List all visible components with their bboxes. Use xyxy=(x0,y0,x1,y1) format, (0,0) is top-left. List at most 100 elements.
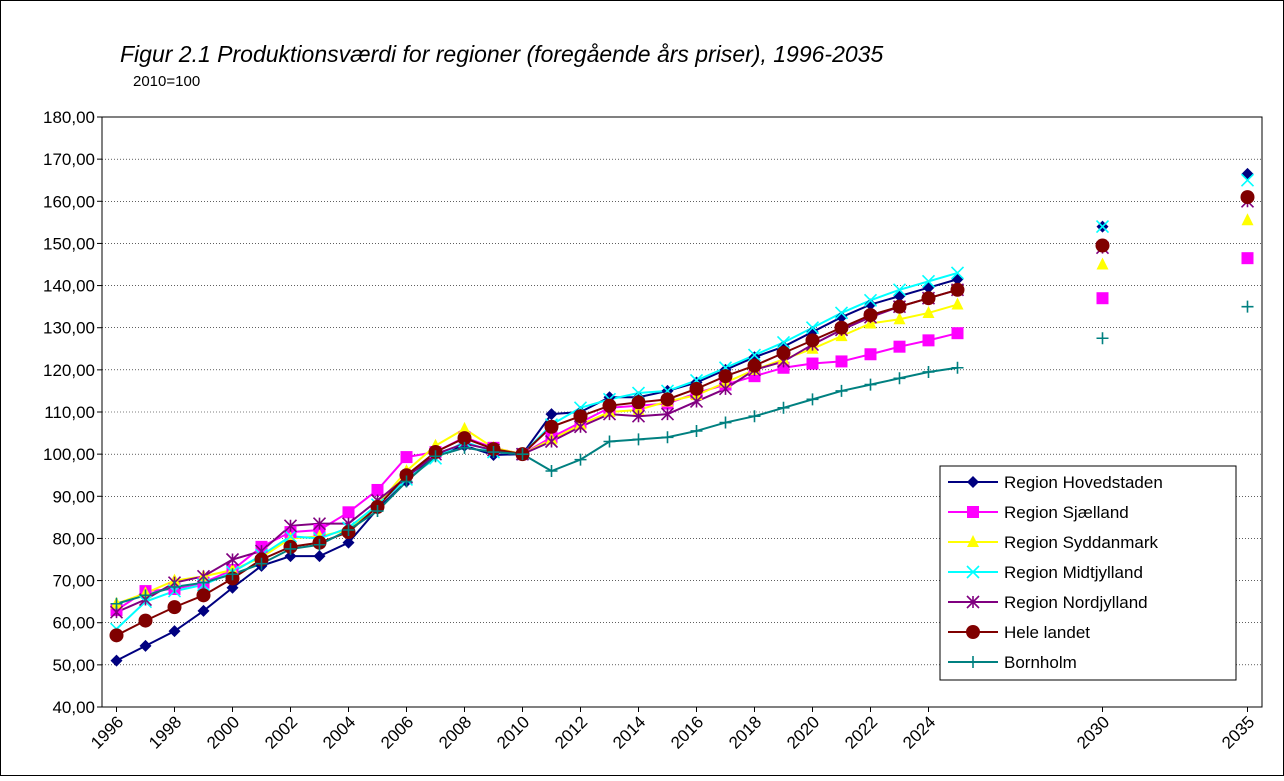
marker xyxy=(516,448,529,461)
marker xyxy=(631,395,646,410)
legend-label: Region Nordjylland xyxy=(1004,593,1148,612)
marker xyxy=(835,384,848,397)
marker xyxy=(966,595,980,609)
marker xyxy=(921,291,936,306)
marker xyxy=(429,450,442,463)
marker xyxy=(545,408,558,421)
marker xyxy=(109,628,124,643)
marker xyxy=(864,378,877,391)
y-tick-label: 50,00 xyxy=(52,656,95,675)
marker xyxy=(545,465,558,477)
marker xyxy=(1096,257,1109,270)
legend-label: Hele landet xyxy=(1004,623,1090,642)
marker xyxy=(689,394,704,409)
marker xyxy=(544,434,559,449)
marker xyxy=(966,625,980,639)
marker xyxy=(806,393,819,406)
y-tick-label: 80,00 xyxy=(52,529,95,548)
marker xyxy=(806,357,819,370)
marker xyxy=(951,297,964,310)
marker xyxy=(342,506,355,519)
y-tick-label: 60,00 xyxy=(52,614,95,633)
y-tick-label: 130,00 xyxy=(43,319,95,338)
marker xyxy=(313,538,326,551)
marker xyxy=(487,446,500,459)
y-tick-label: 180,00 xyxy=(43,108,95,127)
marker xyxy=(139,589,152,602)
marker xyxy=(950,282,965,297)
marker xyxy=(1241,300,1254,313)
marker xyxy=(748,410,761,423)
marker xyxy=(864,348,877,361)
legend-label: Bornholm xyxy=(1004,653,1077,672)
y-tick-label: 150,00 xyxy=(43,234,95,253)
marker xyxy=(110,597,123,610)
marker xyxy=(805,333,820,348)
marker xyxy=(921,274,936,288)
marker xyxy=(777,401,790,414)
chart-subtitle: 2010=100 xyxy=(133,73,200,90)
marker xyxy=(660,392,675,407)
marker xyxy=(689,381,704,396)
marker xyxy=(167,600,182,615)
marker xyxy=(544,419,559,434)
marker xyxy=(967,656,979,668)
marker xyxy=(747,348,762,362)
marker xyxy=(168,580,181,593)
y-tick-label: 160,00 xyxy=(43,192,95,211)
y-tick-label: 170,00 xyxy=(43,150,95,169)
marker xyxy=(197,576,210,589)
marker xyxy=(893,312,906,325)
marker xyxy=(864,298,877,311)
marker xyxy=(834,306,849,320)
marker xyxy=(458,441,471,454)
marker xyxy=(661,431,674,444)
marker xyxy=(226,568,239,581)
marker xyxy=(1241,213,1254,226)
marker xyxy=(632,433,645,446)
marker xyxy=(139,639,152,652)
marker xyxy=(283,519,298,533)
marker xyxy=(1240,173,1255,187)
marker xyxy=(284,542,297,555)
marker xyxy=(922,334,935,347)
marker xyxy=(1096,292,1109,305)
marker xyxy=(313,550,326,563)
marker xyxy=(951,327,964,340)
y-tick-label: 120,00 xyxy=(43,361,95,380)
marker xyxy=(1241,252,1254,265)
marker xyxy=(834,320,849,335)
marker xyxy=(283,529,298,543)
marker xyxy=(690,424,703,437)
marker xyxy=(719,416,732,429)
marker xyxy=(747,358,762,373)
marker xyxy=(863,293,878,307)
legend-label: Region Hovedstaden xyxy=(1004,473,1163,492)
marker xyxy=(805,321,820,335)
marker xyxy=(967,506,979,518)
marker xyxy=(967,535,979,547)
marker xyxy=(718,382,733,396)
marker xyxy=(400,451,413,464)
marker xyxy=(458,421,471,434)
marker xyxy=(966,565,980,579)
marker xyxy=(371,505,384,518)
marker xyxy=(602,398,617,413)
marker xyxy=(660,407,675,421)
marker xyxy=(457,431,472,446)
marker xyxy=(893,372,906,385)
marker xyxy=(603,435,616,448)
y-tick-label: 100,00 xyxy=(43,445,95,464)
marker xyxy=(951,361,964,374)
marker xyxy=(255,557,268,570)
marker xyxy=(835,311,848,324)
marker xyxy=(892,299,907,314)
marker xyxy=(776,335,791,350)
marker xyxy=(892,283,907,297)
marker xyxy=(835,355,848,368)
chart-title: Figur 2.1 Produktionsværdi for regioner … xyxy=(120,41,883,67)
marker xyxy=(168,625,181,638)
marker xyxy=(950,266,965,280)
